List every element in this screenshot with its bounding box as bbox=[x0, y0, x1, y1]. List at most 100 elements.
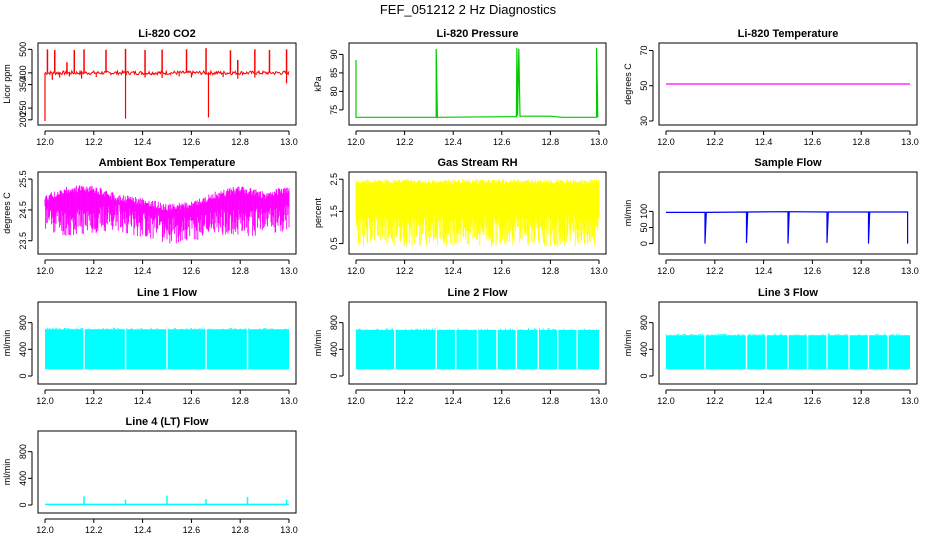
y-axis-label: ml/min bbox=[2, 330, 12, 357]
chart-panel-1: Li-820 CO2 12.0 12.2 12.4 12.6 12.8 13.0 200250… bbox=[2, 28, 298, 147]
chart-panel-4: Ambient Box Temperature 12.0 12.2 12.4 12.6 1… bbox=[2, 157, 298, 276]
data-layer bbox=[355, 47, 599, 118]
x-tick-label: 12.0 bbox=[347, 396, 365, 406]
y-tick-label: 0 bbox=[18, 373, 28, 378]
y-tick-label: 50 bbox=[639, 81, 649, 91]
x-tick-label: 12.6 bbox=[183, 137, 201, 147]
x-tick-label: 12.6 bbox=[804, 266, 822, 276]
y-tick-label: 90 bbox=[329, 49, 339, 59]
y-axis-label: ml/min bbox=[623, 330, 633, 357]
y-tick-label: 400 bbox=[18, 342, 28, 357]
x-tick-label: 13.0 bbox=[280, 266, 298, 276]
y-tick-label: 1.5 bbox=[329, 205, 339, 218]
x-tick-label: 12.8 bbox=[231, 396, 249, 406]
chart-title: Sample Flow bbox=[754, 157, 822, 169]
chart-title: Line 2 Flow bbox=[448, 287, 508, 299]
y-axis-label: percent bbox=[313, 197, 323, 228]
x-tick-label: 12.4 bbox=[755, 396, 773, 406]
chart-title: Li-820 Temperature bbox=[738, 28, 839, 40]
x-tick-label: 13.0 bbox=[590, 137, 608, 147]
chart-title: Li-820 Pressure bbox=[437, 28, 519, 40]
y-tick-label: 800 bbox=[329, 315, 339, 330]
data-layer bbox=[44, 48, 290, 121]
x-tick-label: 12.6 bbox=[804, 396, 822, 406]
x-tick-label: 13.0 bbox=[280, 396, 298, 406]
y-tick-label: 400 bbox=[329, 342, 339, 357]
x-tick-label: 12.2 bbox=[85, 266, 103, 276]
y-axis-label: Licor ppm bbox=[2, 64, 12, 104]
x-tick-label: 12.0 bbox=[657, 266, 675, 276]
x-tick-label: 12.2 bbox=[396, 266, 414, 276]
x-tick-label: 12.2 bbox=[706, 266, 724, 276]
x-tick-label: 12.0 bbox=[36, 137, 54, 147]
x-tick-label: 12.4 bbox=[134, 525, 152, 535]
chart-panel-5: Gas Stream RH 12.0 12.2 12.4 12.6 12.8 13.0 0.5… bbox=[313, 157, 608, 276]
data-layer bbox=[44, 185, 290, 244]
x-tick-label: 13.0 bbox=[280, 137, 298, 147]
x-tick-label: 12.4 bbox=[755, 137, 773, 147]
y-tick-label: 0.5 bbox=[329, 237, 339, 250]
plot-frame bbox=[348, 171, 607, 255]
x-tick-label: 12.4 bbox=[755, 266, 773, 276]
x-tick-label: 13.0 bbox=[901, 266, 919, 276]
x-tick-label: 12.2 bbox=[706, 137, 724, 147]
chart-panel-9: Line 3 Flow 12.0 12.2 12.4 12.6 12.8 13.0 0 400 8… bbox=[623, 287, 919, 406]
y-tick-label: 400 bbox=[18, 65, 28, 80]
plot-frame bbox=[348, 301, 607, 385]
panels: Li-820 CO2 12.0 12.2 12.4 12.6 12.8 13.0 200250… bbox=[2, 28, 919, 535]
x-tick-label: 12.8 bbox=[852, 137, 870, 147]
x-tick-label: 12.2 bbox=[85, 525, 103, 535]
x-tick-label: 12.4 bbox=[444, 396, 462, 406]
x-tick-label: 12.6 bbox=[493, 137, 511, 147]
plot-frame bbox=[658, 42, 918, 126]
series-line bbox=[355, 47, 599, 118]
chart-title: Line 3 Flow bbox=[758, 287, 818, 299]
plot-frame bbox=[37, 42, 297, 126]
data-layer bbox=[45, 495, 289, 506]
figure-title: FEF_051212 2 Hz Diagnostics bbox=[380, 2, 557, 17]
x-tick-label: 13.0 bbox=[590, 396, 608, 406]
x-tick-label: 12.2 bbox=[85, 137, 103, 147]
y-tick-label: 85 bbox=[329, 68, 339, 78]
x-tick-label: 12.0 bbox=[657, 137, 675, 147]
chart-panel-10: Line 4 (LT) Flow 12.0 12.2 12.4 12.6 12.8 13.0… bbox=[2, 416, 298, 535]
plot-frame bbox=[658, 301, 918, 385]
y-tick-label: 250 bbox=[18, 101, 28, 116]
y-tick-label: 800 bbox=[18, 444, 28, 459]
y-tick-label: 50 bbox=[639, 222, 649, 232]
chart-panel-2: Li-820 Pressure 12.0 12.2 12.4 12.6 12.8 13.0 7… bbox=[313, 28, 608, 147]
x-tick-label: 12.8 bbox=[542, 137, 560, 147]
y-tick-label: 500 bbox=[18, 42, 28, 57]
y-axis-label: ml/min bbox=[623, 200, 633, 227]
chart-title: Li-820 CO2 bbox=[138, 28, 195, 40]
plot-frame bbox=[37, 430, 297, 514]
x-tick-label: 13.0 bbox=[590, 266, 608, 276]
x-tick-label: 12.8 bbox=[231, 266, 249, 276]
x-tick-label: 13.0 bbox=[901, 137, 919, 147]
plot-frame bbox=[348, 42, 607, 126]
y-tick-label: 400 bbox=[639, 342, 649, 357]
y-axis-label: ml/min bbox=[2, 459, 12, 486]
chart-title: Line 4 (LT) Flow bbox=[126, 416, 209, 428]
x-tick-label: 12.4 bbox=[134, 266, 152, 276]
x-tick-label: 12.8 bbox=[231, 525, 249, 535]
x-tick-label: 12.2 bbox=[396, 396, 414, 406]
y-axis-label: ml/min bbox=[313, 330, 323, 357]
x-tick-label: 13.0 bbox=[280, 525, 298, 535]
y-axis-label: degrees C bbox=[2, 192, 12, 234]
y-tick-label: 0 bbox=[639, 373, 649, 378]
y-tick-label: 24.5 bbox=[18, 201, 28, 219]
chart-title: Gas Stream RH bbox=[437, 157, 517, 169]
x-tick-label: 12.0 bbox=[347, 266, 365, 276]
x-tick-label: 12.4 bbox=[134, 137, 152, 147]
y-axis-label: degrees C bbox=[623, 63, 633, 105]
x-tick-label: 12.0 bbox=[36, 266, 54, 276]
y-tick-label: 350 bbox=[18, 77, 28, 92]
y-tick-label: 75 bbox=[329, 105, 339, 115]
x-tick-label: 12.0 bbox=[657, 396, 675, 406]
x-tick-label: 12.6 bbox=[493, 266, 511, 276]
chart-panel-7: Line 1 Flow 12.0 12.2 12.4 12.6 12.8 13.0 0 400 8… bbox=[2, 287, 298, 406]
y-tick-label: 23.5 bbox=[18, 232, 28, 250]
x-tick-label: 12.8 bbox=[542, 266, 560, 276]
